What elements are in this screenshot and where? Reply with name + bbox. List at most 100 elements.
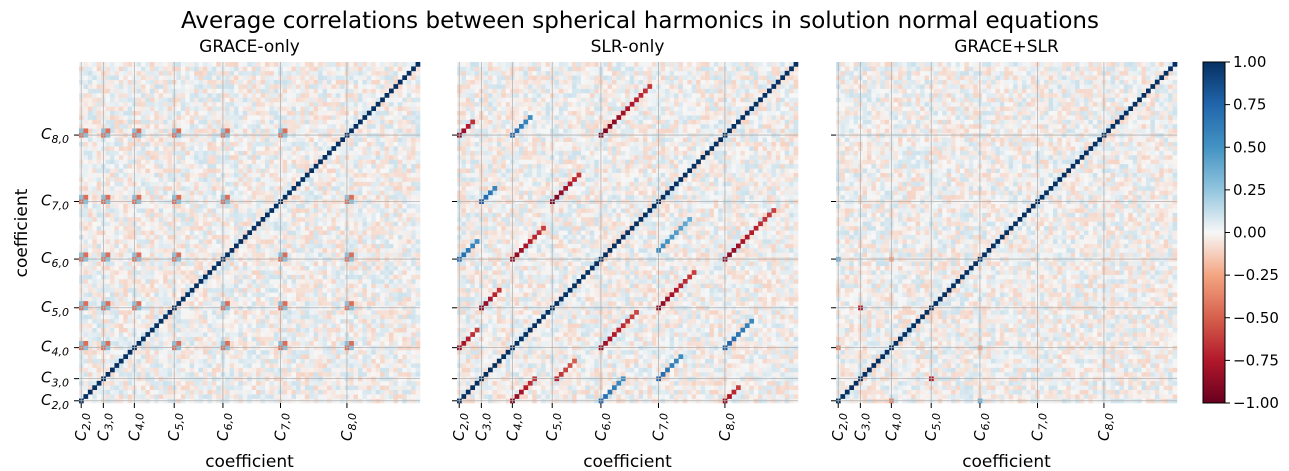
heatmap-cell (327, 66, 332, 72)
heatmap-cell (304, 380, 310, 386)
heatmap-cell (309, 186, 315, 191)
heatmap-cell (92, 292, 98, 298)
heatmap-cell (335, 380, 341, 386)
heatmap-cell (123, 372, 129, 377)
heatmap-cell (335, 159, 341, 165)
heatmap-cell (349, 225, 354, 231)
heatmap-cell (216, 221, 222, 227)
heatmap-cell (242, 141, 248, 147)
heatmap-cell (318, 341, 323, 346)
heatmap-cell (304, 225, 310, 231)
heatmap-cell (291, 159, 297, 165)
heatmap-cell (163, 203, 168, 209)
heatmap-cell (92, 88, 98, 94)
heatmap-cell (287, 327, 292, 333)
heatmap-cell (118, 389, 124, 395)
heatmap-cell (118, 274, 124, 280)
heatmap-cell (167, 332, 173, 337)
heatmap-cell (313, 88, 319, 94)
heatmap-cell (256, 234, 261, 240)
heatmap-cell (225, 168, 230, 174)
heatmap-cell (358, 296, 363, 302)
heatmap-cell (349, 327, 354, 333)
heatmap-cell (291, 124, 297, 129)
heatmap-cell (291, 341, 297, 346)
heatmap-cell (149, 163, 155, 169)
heatmap-cell (176, 93, 182, 98)
heatmap-cell (300, 389, 306, 395)
heatmap-cell (189, 336, 195, 342)
heatmap-cell (229, 106, 235, 112)
heatmap-cell (269, 110, 275, 116)
heatmap-cell (145, 172, 151, 178)
heatmap-cell (247, 75, 253, 81)
heatmap-cell (366, 265, 372, 271)
heatmap-cell (163, 380, 168, 386)
heatmap-cell (309, 234, 315, 240)
heatmap-cell (318, 358, 323, 364)
heatmap-cell (229, 124, 235, 129)
heatmap-cell (158, 332, 164, 337)
heatmap-cell (180, 181, 186, 187)
heatmap-cell (127, 115, 133, 120)
heatmap-cell (189, 221, 195, 227)
heatmap-cell (362, 301, 368, 306)
heatmap-cell (291, 79, 297, 85)
heatmap-cell (335, 137, 341, 143)
heatmap-cell (194, 310, 199, 315)
heatmap-cell (114, 274, 120, 280)
heatmap-cell (105, 332, 111, 337)
heatmap-cell (242, 88, 248, 94)
heatmap-cell (216, 243, 222, 249)
heatmap-cell (318, 349, 323, 355)
heatmap-cell (154, 115, 160, 120)
heatmap-cell (127, 261, 133, 267)
heatmap-cell (87, 181, 93, 187)
heatmap-cell (216, 141, 222, 147)
heatmap-cell (194, 212, 199, 218)
heatmap-cell (207, 194, 213, 200)
heatmap-cell (309, 239, 315, 244)
heatmap-cell (158, 261, 164, 267)
heatmap-cell (273, 380, 279, 386)
heatmap-cell (318, 318, 323, 324)
heatmap-cell (238, 168, 244, 174)
heatmap-cell (291, 97, 297, 103)
heatmap-cell (322, 261, 328, 267)
heatmap-cell (167, 181, 173, 187)
heatmap-cell (260, 194, 266, 200)
heatmap-cell (300, 287, 306, 293)
heatmap-cell (273, 217, 279, 222)
heatmap-cell (185, 159, 191, 165)
heatmap-cell (203, 287, 208, 293)
heatmap-cell (318, 88, 323, 94)
heatmap-cell (96, 141, 102, 147)
heatmap-cell (349, 234, 354, 240)
heatmap-cell (256, 230, 261, 236)
heatmap-cell (207, 168, 213, 174)
heatmap-cell (145, 234, 151, 240)
heatmap-cell (273, 146, 279, 151)
heatmap-cell (118, 354, 124, 360)
heatmap-cell (87, 124, 93, 129)
heatmap-cell (229, 150, 235, 156)
heatmap-cell (127, 270, 133, 275)
heatmap-cell (158, 358, 164, 364)
heatmap-cell (105, 88, 111, 94)
heatmap-cell (296, 336, 301, 342)
heatmap-cell (358, 354, 363, 360)
heatmap-cell (87, 97, 93, 103)
heatmap-cell (123, 186, 129, 191)
heatmap-cell (331, 279, 337, 284)
heatmap-cell (96, 323, 102, 329)
heatmap-cell (335, 62, 341, 67)
heatmap-cell (349, 75, 354, 81)
heatmap-cell (114, 150, 120, 156)
heatmap-cell (145, 186, 151, 191)
heatmap-cell (260, 372, 266, 377)
heatmap-cell (198, 296, 204, 302)
heatmap-cell (358, 186, 363, 191)
heatmap-cell (207, 221, 213, 227)
heatmap-cell (318, 212, 323, 218)
heatmap-cell (234, 124, 239, 129)
